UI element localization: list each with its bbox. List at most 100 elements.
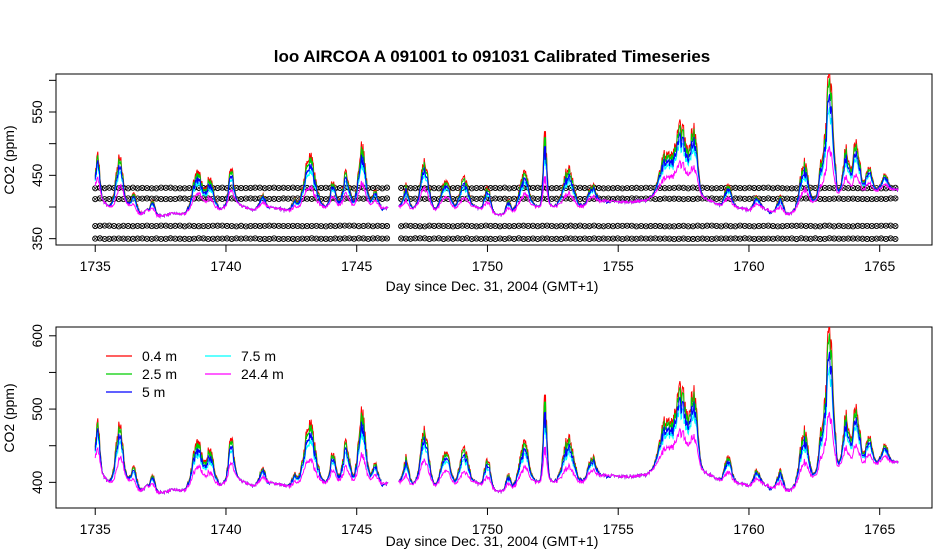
series-line-5-m	[94, 351, 899, 495]
calibration-marker	[398, 235, 405, 242]
calibration-markers	[92, 184, 899, 243]
calibration-marker	[821, 185, 828, 192]
calibration-marker	[219, 222, 226, 229]
legend-label: 7.5 m	[241, 348, 276, 364]
calibration-marker	[412, 223, 419, 230]
calibration-marker	[671, 184, 678, 191]
calibration-marker	[379, 235, 386, 242]
calibration-marker	[139, 184, 146, 191]
calibration-marker	[280, 195, 287, 202]
calibration-marker	[529, 235, 537, 242]
calibration-marker	[205, 222, 212, 230]
calibration-marker	[454, 235, 461, 242]
calibration-marker	[327, 222, 334, 229]
calibration-marker	[882, 235, 890, 242]
x-tick-label: 1750	[472, 258, 503, 274]
calibration-marker	[713, 195, 720, 202]
calibration-marker	[835, 195, 842, 202]
calibration-marker	[459, 222, 466, 229]
calibration-marker	[256, 235, 264, 242]
calibration-marker	[383, 235, 391, 242]
calibration-marker	[125, 235, 132, 242]
calibration-marker	[351, 235, 358, 242]
calibration-marker	[153, 235, 160, 242]
calibration-marker	[407, 235, 414, 242]
calibration-marker	[859, 222, 866, 229]
y-tick-label: 350	[29, 227, 45, 251]
calibration-marker	[158, 222, 165, 229]
calibration-marker	[148, 235, 155, 242]
calibration-marker	[402, 222, 409, 229]
calibration-marker	[271, 184, 278, 191]
calibration-marker	[544, 195, 551, 202]
calibration-marker	[421, 195, 428, 202]
calibration-marker	[591, 222, 598, 229]
calibration-marker	[892, 235, 899, 243]
calibration-marker	[261, 185, 268, 192]
calibration-marker	[529, 184, 537, 191]
calibration-marker	[751, 223, 758, 230]
calibration-marker	[765, 222, 772, 229]
calibration-marker	[807, 235, 814, 242]
calibration-marker	[294, 222, 301, 229]
calibration-marker	[158, 235, 165, 242]
calibration-marker	[209, 222, 216, 229]
calibration-marker	[534, 235, 541, 243]
calibration-marker	[200, 223, 207, 230]
calibration-marker	[148, 223, 155, 230]
calibration-marker	[242, 195, 249, 202]
y-tick-label: 500	[29, 397, 45, 421]
calibration-marker	[158, 184, 165, 191]
plot-area-top	[55, 73, 933, 246]
calibration-marker	[449, 235, 456, 242]
calibration-marker	[172, 195, 179, 203]
calibration-marker	[802, 195, 810, 202]
calibration-marker	[699, 223, 706, 230]
x-tick-label: 1745	[341, 521, 372, 537]
calibration-marker	[534, 223, 541, 230]
calibration-marker	[628, 195, 635, 202]
calibration-marker	[854, 185, 861, 192]
calibration-marker	[614, 235, 621, 242]
calibration-marker	[158, 196, 165, 203]
calibration-marker	[812, 223, 819, 230]
calibration-marker	[143, 185, 151, 192]
y-axis-label-top: CO2 (ppm)	[1, 125, 17, 194]
calibration-marker	[849, 235, 857, 242]
calibration-marker	[718, 235, 725, 242]
calibration-marker	[864, 195, 871, 203]
x-tick-label: 1760	[733, 521, 764, 537]
calibration-marker	[294, 184, 301, 192]
calibration-marker	[826, 195, 833, 203]
x-tick-label: 1740	[210, 258, 241, 274]
calibration-marker	[191, 223, 198, 230]
calibration-marker	[106, 195, 113, 203]
calibration-marker	[849, 185, 857, 192]
calibration-marker	[835, 222, 842, 229]
calibration-marker	[633, 235, 640, 242]
calibration-marker	[435, 222, 442, 229]
calibration-marker	[238, 222, 245, 229]
calibration-marker	[675, 235, 682, 242]
calibration-marker	[172, 185, 179, 192]
calibration-marker	[548, 222, 555, 229]
y-tick-label: 550	[29, 100, 45, 124]
calibration-marker	[694, 195, 701, 202]
calibration-marker	[638, 222, 645, 230]
calibration-marker	[398, 184, 405, 192]
calibration-marker	[788, 195, 795, 202]
calibration-marker	[737, 222, 744, 229]
calibration-marker	[511, 184, 518, 192]
calibration-marker	[336, 222, 344, 229]
calibration-marker	[426, 235, 433, 243]
calibration-marker	[619, 235, 626, 243]
calibration-marker	[534, 184, 541, 191]
calibration-marker	[106, 184, 113, 191]
calibration-marker	[647, 223, 654, 230]
calibration-marker	[445, 235, 452, 242]
calibration-marker	[412, 235, 419, 242]
calibration-marker	[845, 185, 852, 192]
calibration-marker	[722, 222, 729, 229]
calibration-marker	[313, 222, 320, 229]
calibration-marker	[567, 222, 574, 229]
